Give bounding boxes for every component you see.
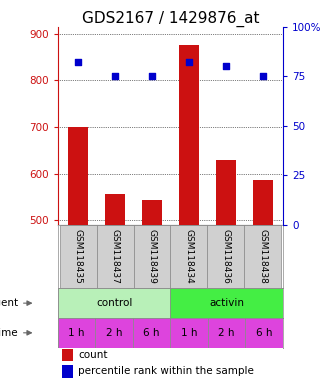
Text: agent: agent	[0, 298, 19, 308]
Point	[75, 60, 81, 66]
Bar	[253, 180, 273, 225]
Bar	[60, 225, 97, 288]
Text: percentile rank within the sample: percentile rank within the sample	[78, 366, 254, 376]
Text: GSM118436: GSM118436	[221, 229, 230, 284]
Bar	[63, 365, 72, 377]
Bar	[246, 318, 283, 348]
Bar	[133, 318, 170, 348]
Text: GSM118434: GSM118434	[184, 229, 193, 284]
Bar	[170, 318, 208, 348]
Text: GSM118438: GSM118438	[258, 229, 267, 284]
Text: 6 h: 6 h	[256, 328, 272, 338]
Bar	[208, 318, 246, 348]
Bar	[244, 225, 281, 288]
Bar	[207, 225, 244, 288]
Point	[223, 63, 228, 70]
Point	[186, 60, 192, 66]
Text: control: control	[96, 298, 132, 308]
Text: GSM118437: GSM118437	[111, 229, 119, 284]
Bar	[68, 127, 88, 225]
Point	[149, 73, 155, 79]
Text: 1 h: 1 h	[181, 328, 198, 338]
Bar	[58, 288, 170, 318]
Point	[113, 73, 118, 79]
Bar	[170, 225, 207, 288]
Text: GSM118439: GSM118439	[148, 229, 157, 284]
Bar	[142, 200, 162, 225]
Bar	[97, 225, 134, 288]
Text: count: count	[78, 350, 108, 360]
Text: 6 h: 6 h	[143, 328, 160, 338]
Bar	[134, 225, 170, 288]
Text: time: time	[0, 328, 19, 338]
Bar	[179, 45, 199, 225]
Text: 1 h: 1 h	[69, 328, 85, 338]
Bar	[105, 194, 125, 225]
Bar	[216, 161, 236, 225]
Bar	[170, 288, 283, 318]
Text: 2 h: 2 h	[106, 328, 122, 338]
Text: GSM118435: GSM118435	[74, 229, 83, 284]
Point	[260, 73, 265, 79]
Bar	[58, 318, 95, 348]
Bar	[63, 349, 72, 361]
Bar	[95, 318, 133, 348]
Text: 2 h: 2 h	[218, 328, 235, 338]
Text: activin: activin	[209, 298, 244, 308]
Title: GDS2167 / 1429876_at: GDS2167 / 1429876_at	[82, 11, 259, 27]
